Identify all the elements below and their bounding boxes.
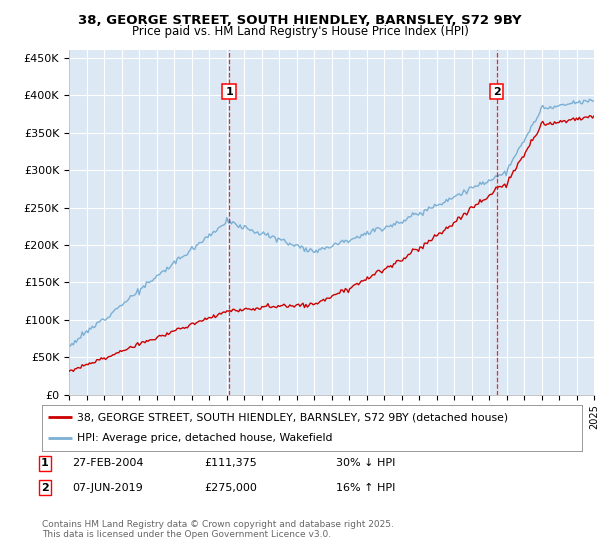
Text: 07-JUN-2019: 07-JUN-2019 (72, 483, 143, 493)
Text: 30% ↓ HPI: 30% ↓ HPI (336, 458, 395, 468)
Text: 16% ↑ HPI: 16% ↑ HPI (336, 483, 395, 493)
Text: 1: 1 (225, 87, 233, 96)
Text: 38, GEORGE STREET, SOUTH HIENDLEY, BARNSLEY, S72 9BY (detached house): 38, GEORGE STREET, SOUTH HIENDLEY, BARNS… (77, 412, 508, 422)
Text: 38, GEORGE STREET, SOUTH HIENDLEY, BARNSLEY, S72 9BY: 38, GEORGE STREET, SOUTH HIENDLEY, BARNS… (78, 14, 522, 27)
Text: 1: 1 (41, 458, 49, 468)
Text: £275,000: £275,000 (204, 483, 257, 493)
Text: 27-FEB-2004: 27-FEB-2004 (72, 458, 143, 468)
Text: 2: 2 (493, 87, 500, 96)
Text: HPI: Average price, detached house, Wakefield: HPI: Average price, detached house, Wake… (77, 433, 332, 444)
Text: Contains HM Land Registry data © Crown copyright and database right 2025.
This d: Contains HM Land Registry data © Crown c… (42, 520, 394, 539)
Text: Price paid vs. HM Land Registry's House Price Index (HPI): Price paid vs. HM Land Registry's House … (131, 25, 469, 38)
Text: £111,375: £111,375 (204, 458, 257, 468)
Text: 2: 2 (41, 483, 49, 493)
